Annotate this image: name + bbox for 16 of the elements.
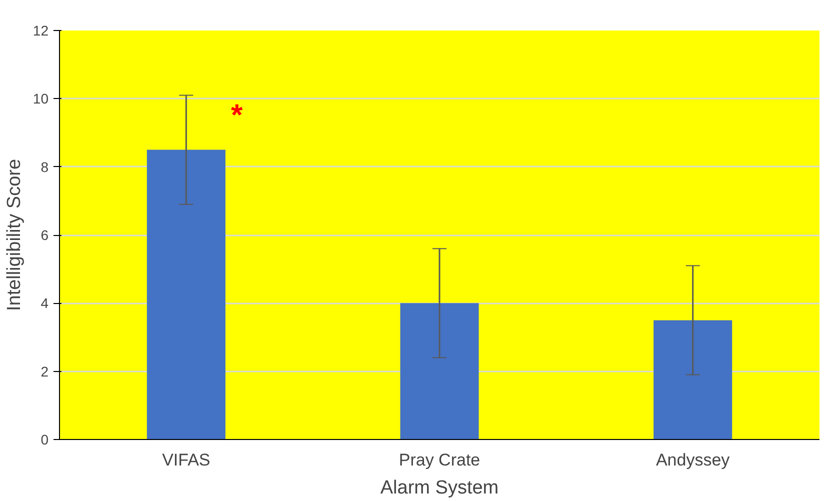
y-axis-title: Intelligibility Score xyxy=(4,158,25,312)
x-tick-label: Andyssey xyxy=(656,450,730,470)
x-tick-label: VIFAS xyxy=(162,450,210,470)
y-tick-label: 10 xyxy=(32,90,49,107)
x-axis-title: Alarm System xyxy=(380,478,499,498)
y-tick-label: 0 xyxy=(40,432,49,448)
annotation: * xyxy=(230,99,243,132)
y-tick-label: 12 xyxy=(32,22,49,38)
y-tick-label: 6 xyxy=(40,227,49,243)
bar xyxy=(146,150,226,440)
y-tick-label: 2 xyxy=(40,363,49,380)
y-tick-label: 4 xyxy=(40,295,49,312)
y-tick-label: 8 xyxy=(40,158,49,175)
bar xyxy=(400,303,479,440)
bar xyxy=(654,320,732,440)
x-tick-label: Pray Crate xyxy=(398,450,480,470)
